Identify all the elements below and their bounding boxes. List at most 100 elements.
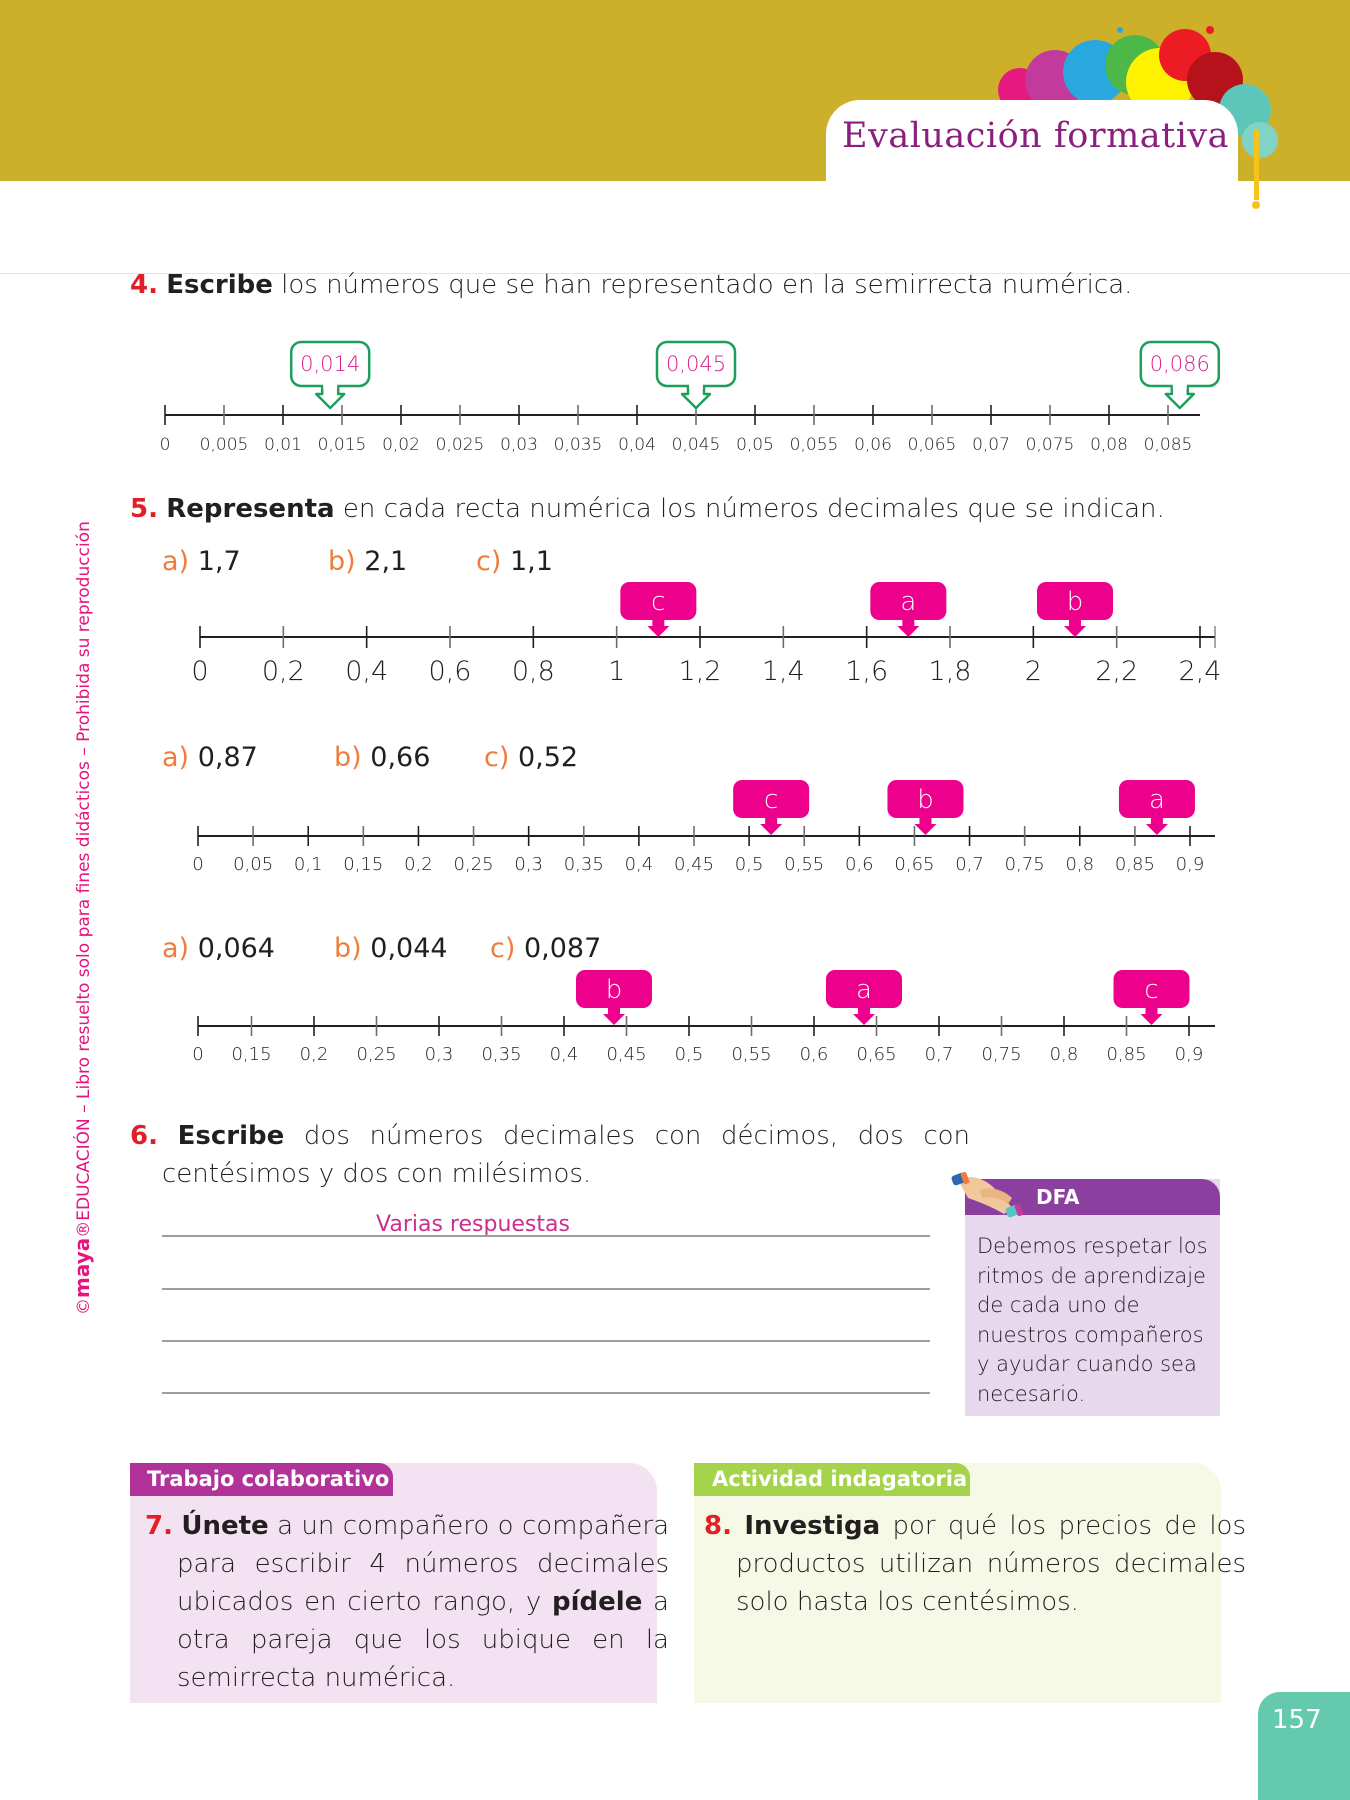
page-title: Evaluación formativa bbox=[842, 116, 1230, 156]
option-a: a) 1,7 bbox=[162, 546, 241, 577]
tick-label: 0,08 bbox=[1090, 435, 1128, 455]
tick-label: 0 bbox=[160, 435, 171, 455]
tick-label: 0,025 bbox=[436, 435, 485, 455]
tick-label: 0,02 bbox=[382, 435, 420, 455]
number-line-4: 0 0,15 0,2 0,25 0,3 0,35 0,4 0,45 0,5 0,55 0,6 0,65… bbox=[192, 970, 1215, 1065]
option-c: c) 0,52 bbox=[484, 742, 578, 773]
option-value: 0,87 bbox=[197, 742, 258, 773]
answer-line[interactable] bbox=[162, 1288, 930, 1290]
collab-tag-label: Trabajo colaborativo bbox=[147, 1467, 390, 1491]
inquiry-tag bbox=[694, 1463, 970, 1496]
callout-box bbox=[870, 582, 947, 620]
tick-label: 0,01 bbox=[264, 435, 302, 455]
tick-label: 0,05 bbox=[233, 854, 273, 875]
tick-label: 0,03 bbox=[500, 435, 538, 455]
answer-line[interactable] bbox=[162, 1235, 930, 1237]
tick-label: 0,04 bbox=[618, 435, 656, 455]
tick-label: 0,3 bbox=[425, 1044, 454, 1065]
callout-value: 0,045 bbox=[666, 352, 726, 376]
tick-label: 0,065 bbox=[908, 435, 957, 455]
tick-label: 0,7 bbox=[955, 854, 984, 875]
tick-label: 0,07 bbox=[972, 435, 1010, 455]
option-value: 0,66 bbox=[370, 742, 431, 773]
option-b: b) 2,1 bbox=[328, 546, 407, 577]
callout-letter: b bbox=[917, 785, 934, 815]
number-line-2: 0 0,2 0,4 0,6 0,8 1 1,2 1,4 1,6 1,8 2 2,2 2,4 c a b bbox=[191, 582, 1221, 687]
answer-line[interactable] bbox=[162, 1392, 930, 1394]
callout-box bbox=[826, 970, 902, 1008]
tick-label: 0,8 bbox=[1065, 854, 1094, 875]
option-letter: a) bbox=[162, 933, 190, 964]
marker-a: a bbox=[826, 970, 902, 1025]
option-c: c) 1,1 bbox=[476, 546, 553, 577]
callout-box bbox=[887, 780, 964, 818]
question-verb-2: pídele bbox=[552, 1587, 643, 1617]
tick-label: 1,6 bbox=[845, 656, 888, 687]
callout-letter: c bbox=[764, 785, 778, 815]
question-verb: Escribe bbox=[166, 270, 273, 300]
tick-label: 0,3 bbox=[514, 854, 543, 875]
number-line-1: 0 0,005 0,01 0,015 0,02 0,025 0,03 0,035 0,04 0,0… bbox=[160, 340, 1221, 455]
tick-label: 0,045 bbox=[672, 435, 721, 455]
callout-arrow bbox=[603, 1007, 625, 1025]
registered-symbol: ® bbox=[74, 1220, 94, 1238]
marker-b: b bbox=[1037, 582, 1113, 637]
marker-b: b bbox=[887, 780, 964, 835]
tick-label: 0 bbox=[192, 854, 203, 875]
tick-label: 0,075 bbox=[1026, 435, 1075, 455]
callout-arrow bbox=[914, 817, 937, 835]
callout-join bbox=[1172, 384, 1187, 389]
callout-join bbox=[689, 384, 703, 389]
tick-label: 0,2 bbox=[404, 854, 433, 875]
inquiry-box bbox=[694, 1463, 1221, 1703]
tick-label: 0,055 bbox=[790, 435, 839, 455]
tick-label: 1,4 bbox=[762, 656, 805, 687]
callout-arrow bbox=[680, 386, 712, 410]
answer-line[interactable] bbox=[162, 1340, 930, 1342]
question-number: 4. bbox=[130, 270, 158, 300]
tick-label: 0,65 bbox=[894, 854, 934, 875]
callout-join bbox=[323, 384, 338, 389]
page-number-tab bbox=[1258, 1692, 1350, 1800]
callout-value: 0,086 bbox=[1150, 352, 1210, 376]
tick-label: 0,6 bbox=[800, 1044, 829, 1065]
tick-label: 1 bbox=[608, 656, 625, 687]
marker-0014: 0,014 bbox=[289, 340, 371, 410]
question-7-text: 7. Únete a un compañero o compañera para… bbox=[145, 1507, 669, 1697]
tick-label: 0,2 bbox=[300, 1044, 329, 1065]
title-tab bbox=[826, 100, 1238, 210]
tick-label: 0,5 bbox=[735, 854, 764, 875]
callout-arrow bbox=[647, 619, 670, 637]
marker-c: c bbox=[620, 582, 697, 637]
question-verb: Representa bbox=[166, 494, 335, 524]
tick-label: 0,4 bbox=[550, 1044, 579, 1065]
question-number: 8. bbox=[704, 1511, 732, 1541]
marker-0086: 0,086 bbox=[1139, 340, 1221, 410]
callout-arrow bbox=[1164, 386, 1196, 410]
tick-label: 0,35 bbox=[564, 854, 604, 875]
tick-label: 0,06 bbox=[854, 435, 892, 455]
number-lines: 0 0,005 0,01 0,015 0,02 0,025 0,03 0,035 0,04 0,0… bbox=[160, 340, 1221, 1065]
tick-label: 0,85 bbox=[1115, 854, 1155, 875]
marker-a: a bbox=[870, 582, 947, 637]
callout-value: 0,014 bbox=[300, 352, 360, 376]
tick-label: 0,75 bbox=[981, 1044, 1021, 1065]
option-value: 0,044 bbox=[370, 933, 448, 964]
question-verb: Únete bbox=[181, 1511, 269, 1541]
tick-label: 0,4 bbox=[345, 656, 388, 687]
collab-tag bbox=[130, 1463, 393, 1496]
marker-b: b bbox=[576, 970, 652, 1025]
inquiry-tag-label: Actividad indagatoria bbox=[712, 1467, 968, 1491]
callout-arrow bbox=[853, 1007, 875, 1025]
question-text: a un compañero o compañera para escribir… bbox=[177, 1511, 670, 1617]
tick-label: 0,015 bbox=[318, 435, 367, 455]
tick-label: 2 bbox=[1025, 656, 1042, 687]
marker-a: a bbox=[1118, 780, 1195, 835]
callout-arrow bbox=[1064, 619, 1086, 637]
tick-label: 2,4 bbox=[1179, 656, 1222, 687]
option-b: b) 0,66 bbox=[334, 742, 430, 773]
tick-label: 0,2 bbox=[262, 656, 305, 687]
tick-label: 0,25 bbox=[454, 854, 494, 875]
callout-letter: c bbox=[651, 587, 665, 617]
tick-label: 0 bbox=[191, 656, 208, 687]
